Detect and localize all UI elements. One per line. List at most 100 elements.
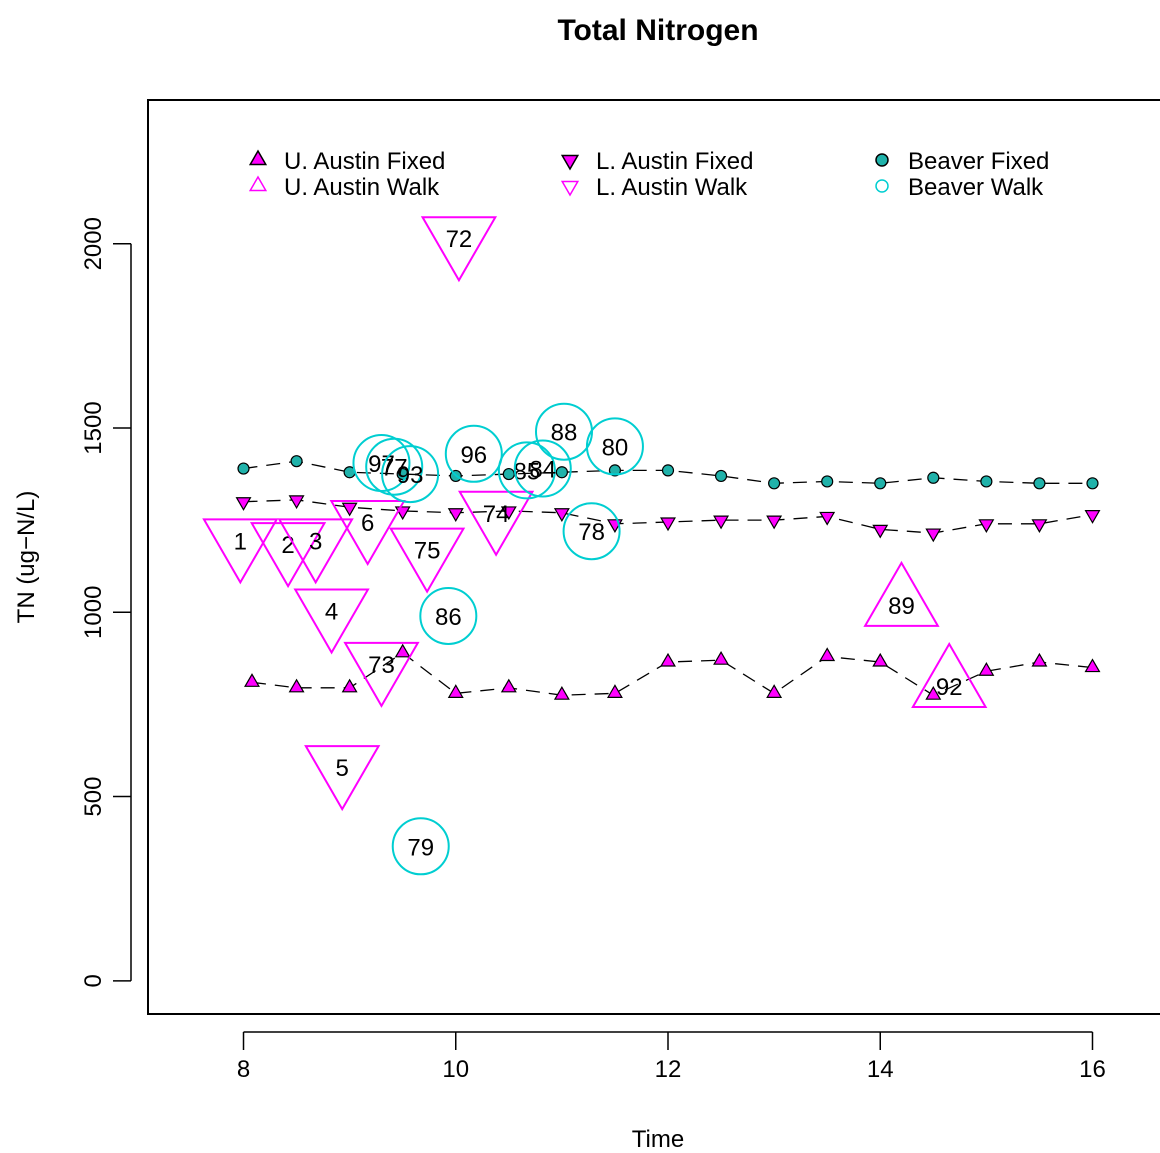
x-tick-label: 14 <box>867 1056 894 1083</box>
data-point <box>713 515 730 530</box>
walk-point-marker <box>304 745 381 812</box>
data-point <box>553 686 570 700</box>
legend-marker <box>248 149 268 166</box>
data-point <box>341 678 358 693</box>
walk-point-label: 89 <box>888 593 915 620</box>
walk-point-label: 72 <box>446 226 473 253</box>
data-point <box>394 643 411 658</box>
walk-point-marker <box>249 522 327 589</box>
walk-point-marker <box>562 502 621 561</box>
y-tick-label: 1500 <box>80 401 107 454</box>
walk-point-marker <box>444 424 503 483</box>
data-point <box>872 524 889 539</box>
walk-point-label: 3 <box>309 528 322 555</box>
data-point <box>872 652 889 667</box>
y-tick-label: 0 <box>80 974 107 987</box>
data-point <box>713 650 730 665</box>
data-point <box>819 511 836 526</box>
legend-marker <box>560 154 580 171</box>
legend-marker <box>248 175 268 192</box>
chart-title: Total Nitrogen <box>557 14 758 47</box>
walk-point-marker <box>343 641 420 708</box>
walk-point-marker <box>419 586 478 645</box>
data-point <box>500 506 517 521</box>
y-tick-label: 500 <box>80 777 107 817</box>
walk-point-label: 1 <box>234 528 247 555</box>
walk-point-label: 80 <box>602 434 629 461</box>
walk-point-marker <box>391 817 450 876</box>
walk-point-label: 4 <box>325 598 338 625</box>
data-point <box>980 475 993 488</box>
walk-point-marker <box>381 445 440 504</box>
data-point <box>608 464 622 477</box>
legend-label: Beaver Fixed <box>908 148 1049 175</box>
data-point <box>235 497 252 511</box>
data-point <box>288 495 305 510</box>
data-point <box>661 464 675 477</box>
x-tick-label: 10 <box>442 1056 469 1083</box>
walk-point-label: 93 <box>397 462 424 489</box>
data-point <box>1031 652 1048 667</box>
data-point <box>927 471 940 484</box>
walk-point-marker <box>585 417 644 476</box>
walk-point-label: 86 <box>435 604 462 631</box>
legend-label: L. Austin Walk <box>596 174 748 201</box>
walk-point-marker <box>329 499 406 566</box>
x-tick-label: 8 <box>237 1056 250 1083</box>
legend-label: L. Austin Fixed <box>596 148 753 175</box>
data-point <box>819 647 836 662</box>
walk-point-label: 75 <box>414 538 441 565</box>
data-point <box>874 477 887 490</box>
data-point <box>766 515 783 530</box>
data-point <box>553 508 570 522</box>
walk-point-marker <box>457 490 535 557</box>
data-point <box>978 519 995 534</box>
plot-frame <box>147 99 1160 1015</box>
data-point <box>978 662 995 676</box>
data-point <box>606 684 623 698</box>
legend-marker <box>875 153 889 167</box>
walk-point-label: 88 <box>551 420 578 447</box>
data-point <box>660 652 676 667</box>
data-point <box>925 686 942 700</box>
data-point <box>821 475 834 488</box>
walk-point-label: 6 <box>361 510 374 537</box>
data-point <box>1031 519 1048 534</box>
data-point <box>290 455 303 468</box>
data-point <box>555 466 568 479</box>
y-tick-label: 1000 <box>80 586 107 639</box>
x-axis-label: Time <box>632 1126 684 1153</box>
legend-label: Beaver Walk <box>908 174 1044 201</box>
legend-marker <box>560 180 580 197</box>
x-tick-label: 12 <box>655 1056 682 1083</box>
x-tick-label: 16 <box>1079 1056 1106 1083</box>
walk-point-marker <box>293 588 370 655</box>
data-point <box>925 528 942 543</box>
walk-point-marker <box>420 216 498 283</box>
legend-label: U. Austin Fixed <box>284 148 445 175</box>
walk-point-label: 84 <box>529 457 556 484</box>
walk-point-marker <box>513 439 572 498</box>
legend-label: U. Austin Walk <box>284 174 440 201</box>
data-point <box>1086 477 1099 490</box>
legend-marker <box>875 179 889 193</box>
data-point <box>447 684 464 698</box>
data-point <box>766 684 783 698</box>
y-tick-label: 2000 <box>80 217 107 270</box>
data-point <box>237 462 250 475</box>
walk-point-label: 74 <box>483 501 510 528</box>
data-point <box>714 469 728 483</box>
data-point <box>244 673 260 687</box>
walk-point-marker <box>388 527 466 594</box>
data-point <box>341 502 358 517</box>
data-point <box>768 477 781 490</box>
walk-point-label: 5 <box>336 755 349 782</box>
data-point <box>1084 658 1101 673</box>
data-point <box>1084 510 1101 524</box>
walk-point-marker <box>497 441 556 500</box>
y-axis-label: TN (ug−N/L) <box>13 491 40 624</box>
walk-point-marker <box>863 560 940 627</box>
walk-point-label: 73 <box>368 652 395 679</box>
